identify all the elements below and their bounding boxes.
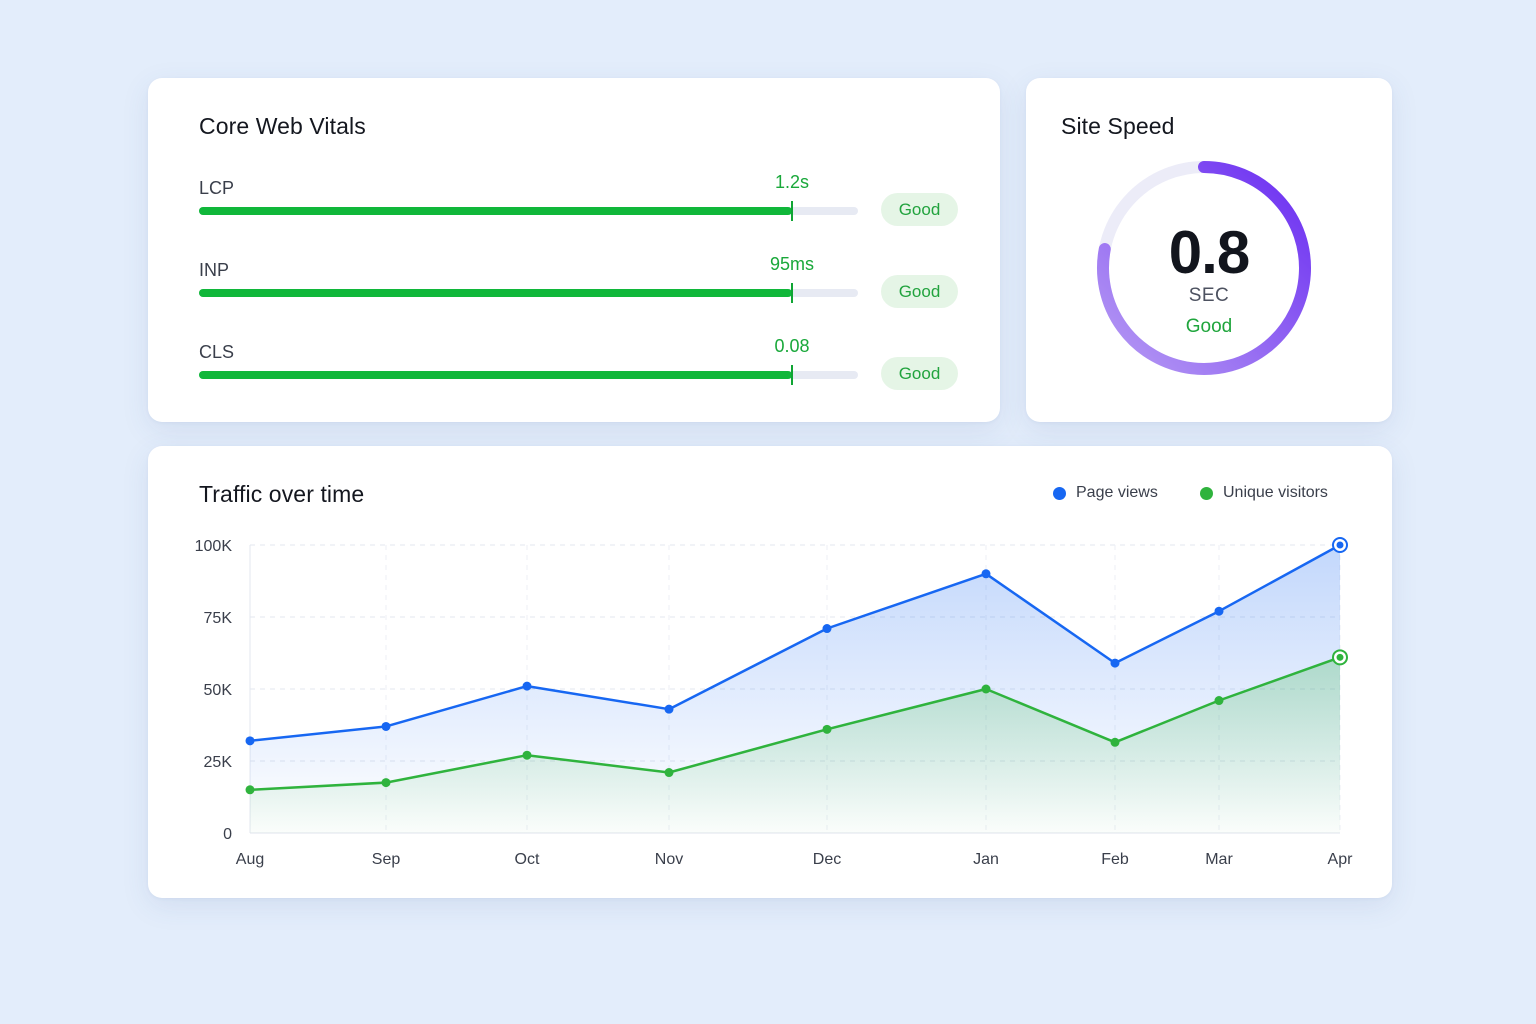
point-page-views [1336, 541, 1344, 549]
x-tick-label: Apr [1328, 851, 1354, 868]
legend-unique-visitors[interactable]: Unique visitors [1200, 483, 1328, 503]
vital-row-lcp: LCP 1.2s Good [199, 172, 959, 238]
vital-row-inp: INP 95ms Good [199, 254, 959, 320]
y-tick-label: 25K [204, 754, 233, 771]
legend-page-views[interactable]: Page views [1053, 483, 1158, 503]
point-page-views [1214, 606, 1224, 616]
x-tick-label: Feb [1101, 851, 1129, 868]
point-page-views [822, 624, 832, 634]
vital-fill [199, 289, 792, 297]
y-tick-label: 0 [223, 826, 232, 843]
legend-label-page-views: Page views [1076, 484, 1158, 501]
vital-track [199, 283, 858, 303]
x-tick-label: Jan [973, 851, 999, 868]
y-tick-label: 50K [204, 682, 233, 699]
speed-unit: SEC [1188, 285, 1230, 306]
vital-track [199, 201, 858, 221]
x-tick-label: Dec [813, 851, 841, 868]
point-page-views [381, 721, 391, 731]
x-tick-label: Mar [1205, 851, 1233, 868]
point-unique-visitors [981, 684, 991, 694]
traffic-card: Traffic over time Page views Unique visi… [148, 446, 1392, 898]
status-badge: Good [881, 193, 958, 226]
site-speed-title: Site Speed [1061, 113, 1175, 139]
status-badge: Good [881, 357, 958, 390]
vital-fill [199, 207, 792, 215]
traffic-chart: 0 25K 50K 75K 100K Aug Sep Oct Nov Dec Jan Feb Mar Ap… [195, 537, 1354, 868]
area-unique-visitors [250, 657, 1340, 833]
legend-dot-unique-visitors [1200, 486, 1213, 500]
status-badge: Good [881, 275, 958, 308]
core-web-vitals-title: Core Web Vitals [199, 113, 366, 139]
x-tick-label: Sep [372, 851, 401, 868]
vital-marker [791, 365, 793, 385]
point-unique-visitors [381, 778, 391, 788]
vital-value: 1.2s [774, 172, 810, 192]
point-unique-visitors [1336, 653, 1344, 661]
y-tick-label: 100K [195, 538, 233, 555]
point-page-views [981, 569, 991, 579]
site-speed-card: Site Speed 0.8 SEC Good [1026, 78, 1392, 422]
point-page-views [522, 681, 532, 691]
vital-track [199, 365, 858, 385]
core-web-vitals-card: Core Web Vitals LCP 1.2s Good INP 95ms Good CL… [148, 78, 1000, 422]
y-tick-label: 75K [204, 610, 233, 627]
vital-name: INP [199, 260, 230, 280]
vital-row-cls: CLS 0.08 Good [199, 336, 959, 402]
speed-gauge [1097, 161, 1311, 375]
vital-value: 95ms [769, 254, 814, 274]
point-unique-visitors [1110, 737, 1120, 747]
point-unique-visitors [664, 768, 674, 778]
point-page-views [664, 704, 674, 714]
point-unique-visitors [522, 750, 532, 760]
x-tick-label: Nov [655, 851, 683, 868]
x-tick-label: Oct [515, 851, 540, 868]
vital-marker [791, 283, 793, 303]
point-unique-visitors [822, 724, 832, 734]
point-page-views [1110, 658, 1120, 668]
legend-label-unique-visitors: Unique visitors [1223, 484, 1328, 501]
vital-fill [199, 371, 792, 379]
vital-name: CLS [199, 342, 235, 362]
point-page-views [245, 736, 255, 746]
speed-status: Good [1185, 316, 1233, 337]
gauge-arc [1097, 161, 1311, 375]
point-unique-visitors [245, 785, 255, 795]
vital-value: 0.08 [774, 336, 810, 356]
vital-name: LCP [199, 178, 235, 198]
legend-dot-page-views [1053, 486, 1066, 500]
speed-value: 0.8 [1168, 219, 1250, 286]
x-tick-label: Aug [236, 851, 264, 868]
point-unique-visitors [1214, 696, 1224, 706]
vital-marker [791, 201, 793, 221]
traffic-title: Traffic over time [199, 481, 365, 507]
